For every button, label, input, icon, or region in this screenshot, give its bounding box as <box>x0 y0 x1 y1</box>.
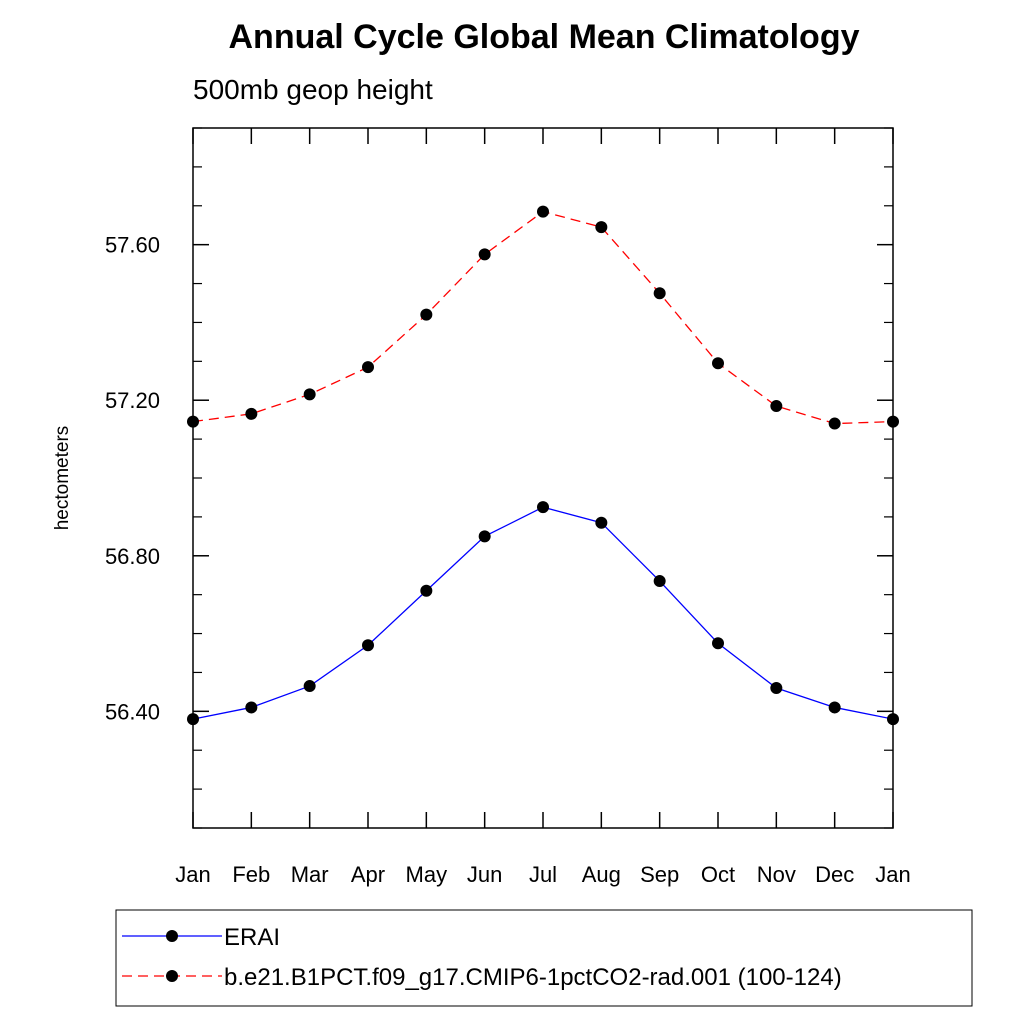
data-point-series-0 <box>478 530 491 543</box>
data-point-series-1 <box>303 388 316 401</box>
data-point-series-1 <box>828 417 841 430</box>
y-axis-label: hectometers <box>52 426 73 531</box>
x-tick-label: Mar <box>291 862 329 887</box>
data-point-series-0 <box>770 682 783 694</box>
axis-tick-labels: Jan Feb Mar Apr May Jun Jul Aug Sep Oct Nov Dec Jan 5… <box>105 233 911 887</box>
x-tick-label: Aug <box>582 862 621 887</box>
series-line-0 <box>192 506 894 720</box>
x-tick-label: Oct <box>701 862 735 887</box>
data-point-series-1 <box>770 400 783 413</box>
data-point-series-0 <box>828 701 841 714</box>
data-point-series-0 <box>303 680 316 693</box>
legend-marker-0 <box>166 930 178 942</box>
data-point-series-1 <box>245 407 258 420</box>
data-point-series-1 <box>653 287 666 300</box>
chart-title: Annual Cycle Global Mean Climatology <box>229 18 860 56</box>
legend-marker-1 <box>166 970 178 982</box>
x-tick-label: Sep <box>640 862 679 887</box>
legend-label-1: b.e21.B1PCT.f09_g17.CMIP6-1pctCO2-rad.00… <box>224 964 842 991</box>
x-tick-label: Jan <box>875 862 910 887</box>
x-tick-label: Nov <box>757 862 796 887</box>
y-tick-label: 57.60 <box>105 233 160 258</box>
data-point-series-0 <box>887 713 899 726</box>
data-point-series-1 <box>712 357 724 370</box>
data-point-series-0 <box>187 713 199 726</box>
x-tick-label: Jan <box>175 862 210 887</box>
data-point-series-1 <box>887 415 899 428</box>
axis-ticks <box>192 127 894 829</box>
x-tick-label: Jun <box>467 862 502 887</box>
data-point-series-1 <box>362 361 374 374</box>
data-point-series-0 <box>245 701 258 714</box>
data-point-series-0 <box>537 501 549 514</box>
data-point-series-1 <box>420 308 433 321</box>
y-tick-label: 56.40 <box>105 699 160 724</box>
legend-box <box>115 909 973 1007</box>
data-point-series-0 <box>653 575 666 588</box>
legend-label-0: ERAI <box>224 924 280 951</box>
data-point-series-0 <box>712 637 724 650</box>
data-point-series-1 <box>478 248 491 261</box>
data-point-series-0 <box>420 584 433 597</box>
chart-subtitle: 500mb geop height <box>193 74 433 105</box>
x-tick-label: May <box>406 862 448 887</box>
x-tick-label: Feb <box>232 862 270 887</box>
plot-frame <box>192 127 894 829</box>
x-tick-label: Dec <box>815 862 854 887</box>
series-layer <box>187 205 899 726</box>
data-point-series-0 <box>362 639 374 652</box>
x-tick-label: Jul <box>529 862 557 887</box>
legend: ERAI b.e21.B1PCT.f09_g17.CMIP6-1pctCO2-ra… <box>122 924 842 991</box>
data-point-series-1 <box>187 415 199 428</box>
data-point-series-1 <box>595 221 608 234</box>
y-tick-label: 56.80 <box>105 544 160 569</box>
x-tick-label: Apr <box>351 862 385 887</box>
series-line-1 <box>192 210 894 425</box>
data-point-series-1 <box>537 205 549 218</box>
data-point-series-0 <box>595 516 608 529</box>
y-tick-label: 57.20 <box>105 388 160 413</box>
